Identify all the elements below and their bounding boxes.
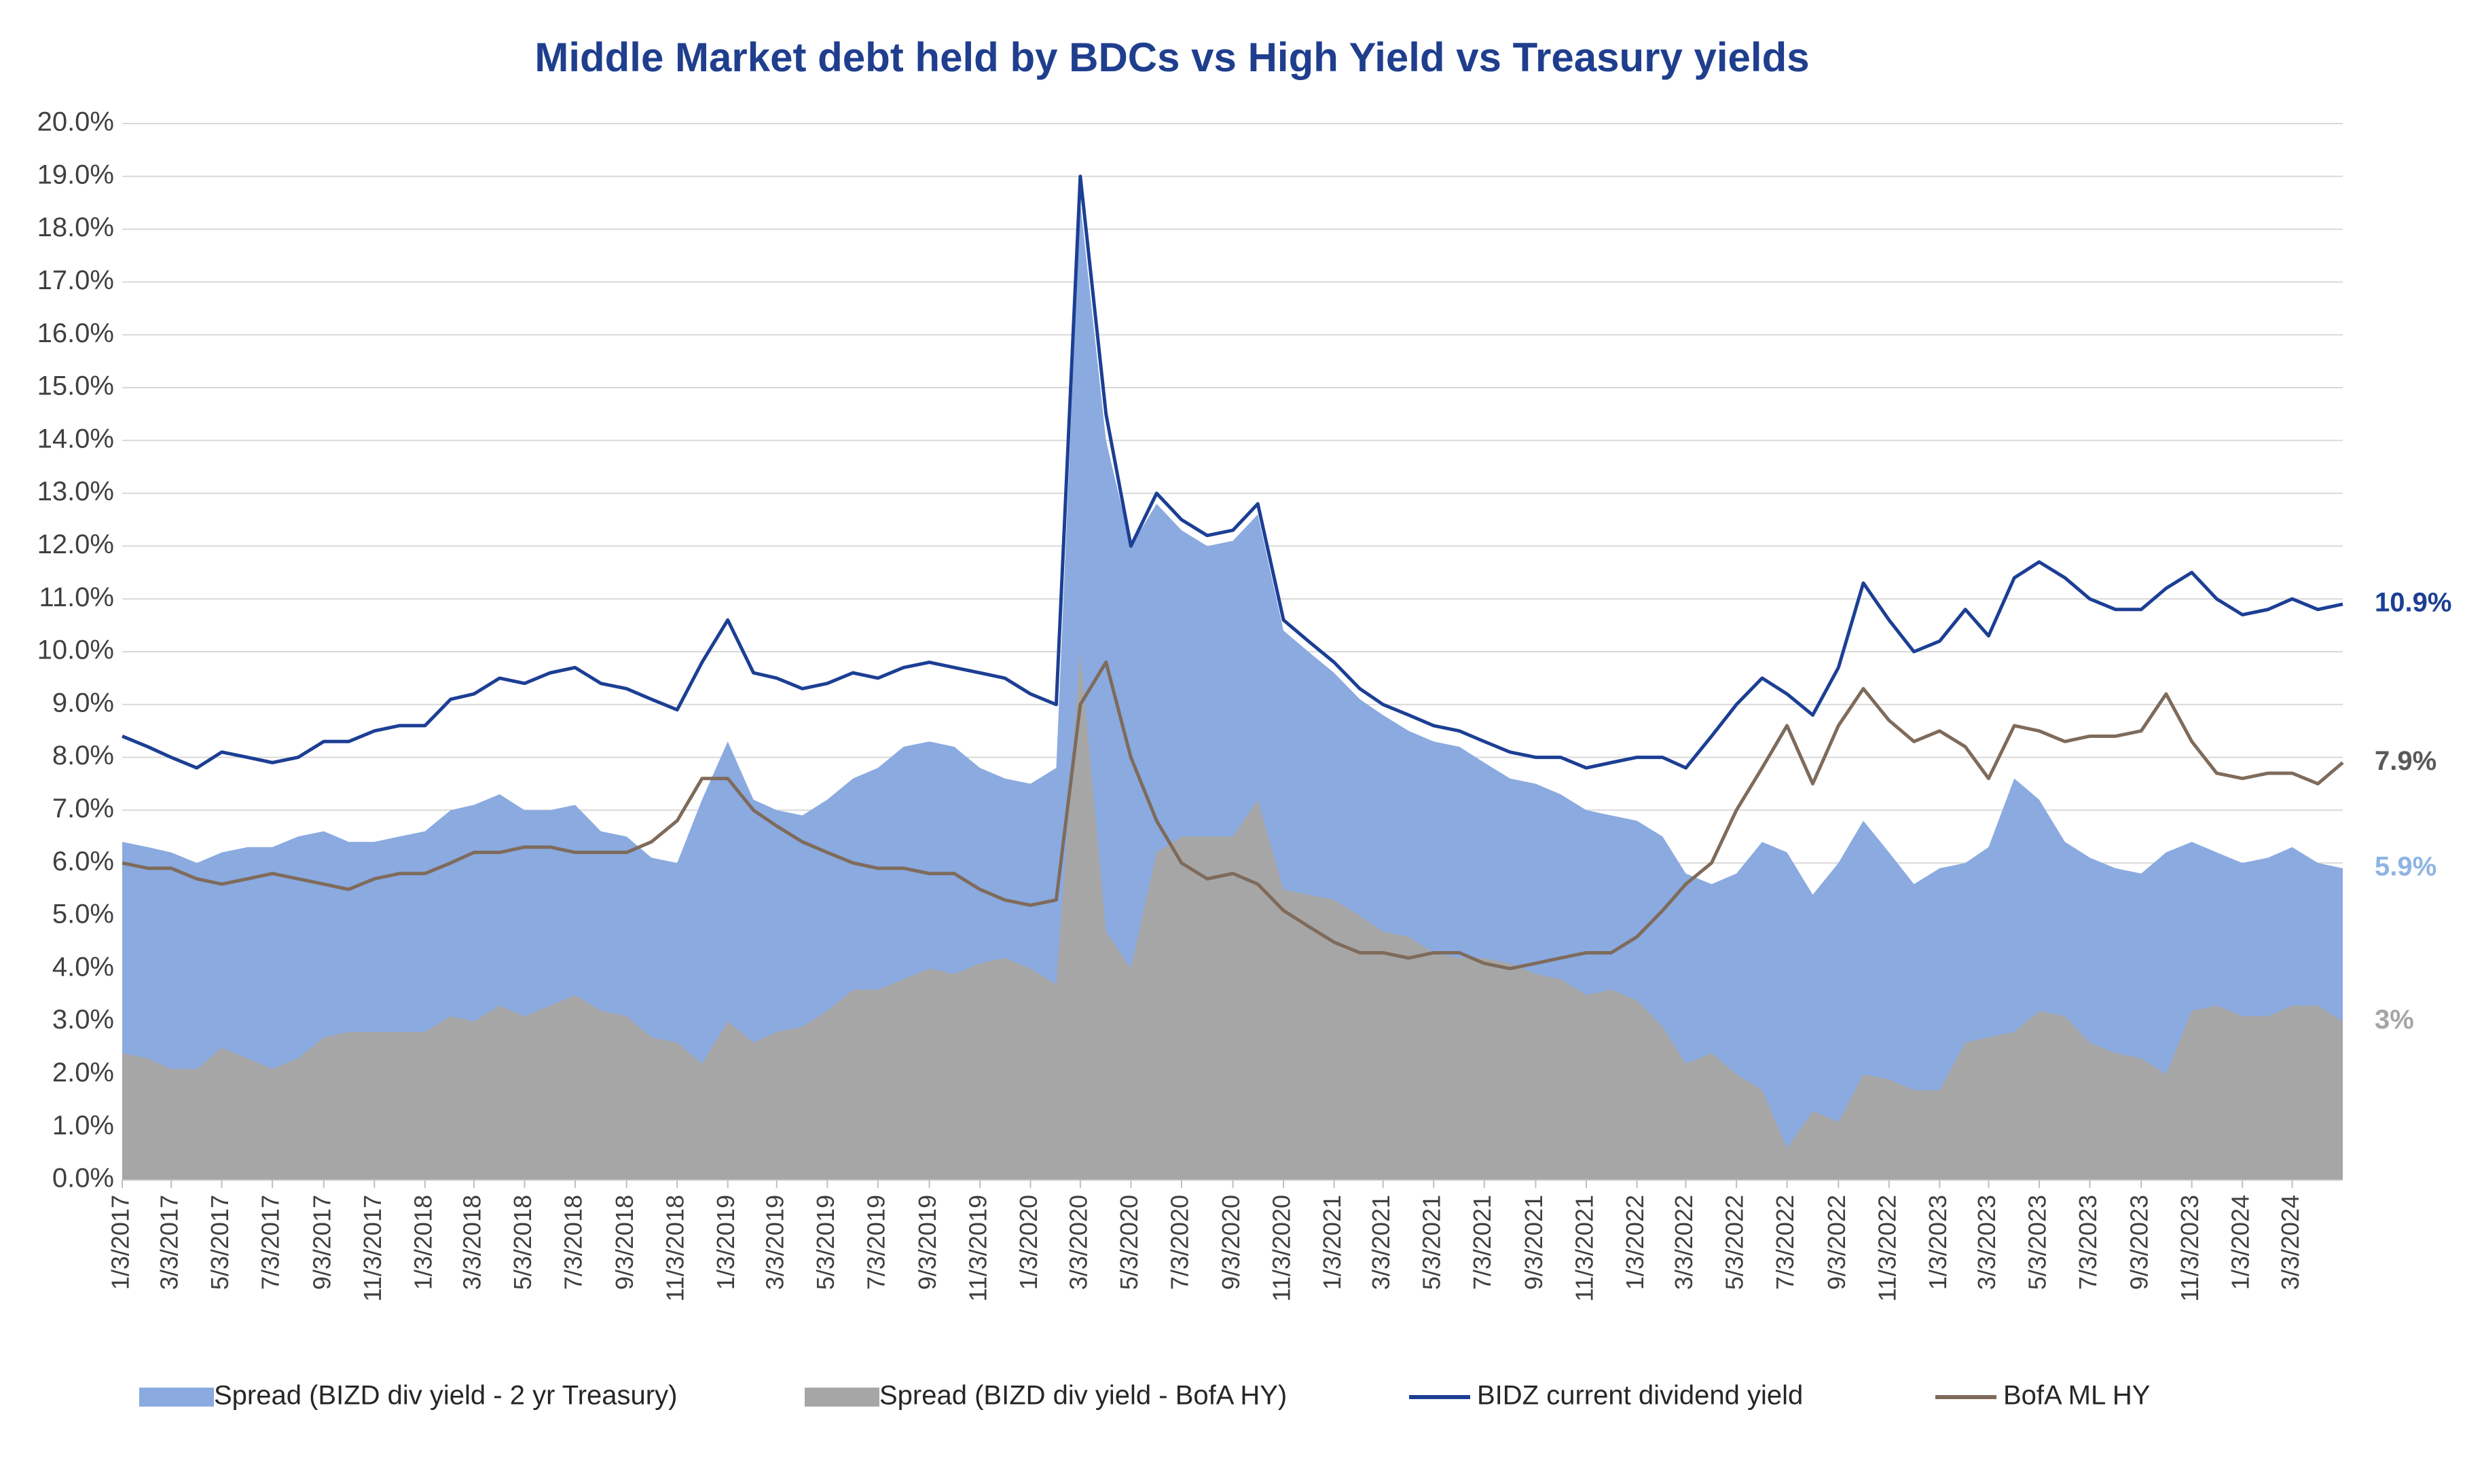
legend-label: Spread (BIZD div yield - 2 yr Treasury) [214,1381,677,1411]
x-tick-label: 3/3/2023 [1973,1195,2001,1290]
area [122,202,2343,1181]
x-tick-label: 1/3/2020 [1015,1195,1042,1290]
x-tick-label: 11/3/2017 [359,1195,386,1301]
x-tick-label: 11/3/2022 [1873,1195,1901,1301]
x-tick-label: 9/3/2020 [1217,1195,1245,1290]
y-tick-label: 20.0% [37,107,114,137]
area [122,652,2343,1180]
x-tick-label: 9/3/2022 [1823,1195,1850,1290]
y-tick-label: 8.0% [52,741,114,771]
x-tick-label: 3/3/2018 [458,1195,486,1290]
end-label: 10.9% [2375,588,2451,618]
x-tick-label: 3/3/2019 [761,1195,788,1290]
x-tick-label: 5/3/2023 [2023,1195,2051,1290]
legend: Spread (BIZD div yield - 2 yr Treasury) S… [139,1381,2150,1411]
x-tick-label: 1/3/2019 [712,1195,740,1290]
x-tick-label: 1/3/2018 [409,1195,437,1290]
legend-label: BIDZ current dividend yield [1477,1381,1803,1411]
x-tick-label: 3/3/2017 [156,1195,183,1290]
y-tick-label: 14.0% [37,424,114,453]
x-tick-label: 5/3/2017 [206,1195,234,1290]
x-tick-label: 5/3/2022 [1721,1195,1749,1290]
x-tick-label: 7/3/2018 [559,1195,587,1290]
legend-label: Spread (BIZD div yield - BofA HY) [879,1381,1287,1411]
x-tick-label: 11/3/2023 [2176,1195,2204,1301]
y-tick-label: 7.0% [52,794,114,823]
line [122,174,2343,770]
plot-area [122,174,2344,1181]
y-tick-label: 2.0% [52,1058,114,1088]
y-tick-label: 16.0% [37,318,114,348]
legend-swatch [139,1388,214,1407]
x-tick-label: 9/3/2019 [913,1195,941,1290]
x-tick-label: 9/3/2017 [308,1195,335,1290]
end-label: 5.9% [2375,852,2436,882]
y-tick-label: 3.0% [52,1005,114,1035]
end-label: 3% [2375,1005,2414,1035]
x-tick-label: 1/3/2017 [107,1195,134,1290]
y-tick-label: 19.0% [37,160,114,189]
y-tick-label: 0.0% [52,1164,114,1193]
y-tick-label: 17.0% [37,265,114,295]
y-tick-label: 18.0% [37,212,114,242]
x-tick-label: 1/3/2022 [1621,1195,1649,1290]
x-tick-label: 7/3/2020 [1165,1195,1193,1290]
x-tick-label: 3/3/2024 [2276,1195,2304,1290]
x-tick-label: 11/3/2021 [1570,1195,1598,1301]
x-tick-label: 9/3/2023 [2125,1195,2153,1290]
y-tick-label: 12.0% [37,530,114,559]
y-tick-label: 1.0% [52,1111,114,1140]
x-tick-label: 11/3/2018 [661,1195,689,1301]
axes: 0.0% 1.0% 2.0% 3.0% 4.0% 5.0% 6.0% 7.0% 8.0% 9.0%… [37,107,2452,1302]
x-tick-label: 3/3/2022 [1670,1195,1698,1290]
x-tick-label: 7/3/2021 [1468,1195,1496,1290]
y-tick-label: 11.0% [39,582,114,612]
end-label: 7.9% [2375,746,2436,776]
x-tick-label: 7/3/2023 [2074,1195,2102,1290]
y-tick-label: 10.0% [37,635,114,665]
x-tick-label: 1/3/2021 [1318,1195,1346,1290]
legend-swatch [805,1388,879,1407]
y-tick-label: 6.0% [52,847,114,876]
x-tick-label: 3/3/2020 [1064,1195,1092,1290]
x-tick-label: 11/3/2020 [1268,1195,1296,1301]
y-tick-label: 15.0% [37,371,114,401]
x-tick-label: 5/3/2018 [509,1195,536,1290]
x-tick-label: 5/3/2020 [1115,1195,1143,1290]
x-tick-label: 3/3/2021 [1367,1195,1395,1290]
x-tick-label: 7/3/2017 [257,1195,285,1290]
y-tick-label: 13.0% [37,477,114,506]
y-tick-label: 4.0% [52,952,114,982]
legend-label: BofA ML HY [2003,1381,2150,1411]
x-tick-label: 7/3/2019 [862,1195,890,1290]
x-tick-label: 7/3/2022 [1771,1195,1799,1290]
line [122,661,2344,971]
x-tick-label: 1/3/2024 [2227,1195,2254,1290]
x-tick-label: 1/3/2023 [1924,1195,1952,1290]
x-tick-label: 9/3/2018 [610,1195,638,1290]
x-tick-label: 9/3/2021 [1520,1195,1548,1290]
x-tick-label: 5/3/2019 [811,1195,839,1290]
chart-title: Middle Market debt held by BDCs vs High … [534,35,1809,80]
y-tick-label: 9.0% [52,688,114,718]
x-tick-label: 5/3/2021 [1418,1195,1446,1290]
y-tick-label: 5.0% [52,899,114,929]
x-tick-label: 11/3/2019 [964,1195,992,1301]
